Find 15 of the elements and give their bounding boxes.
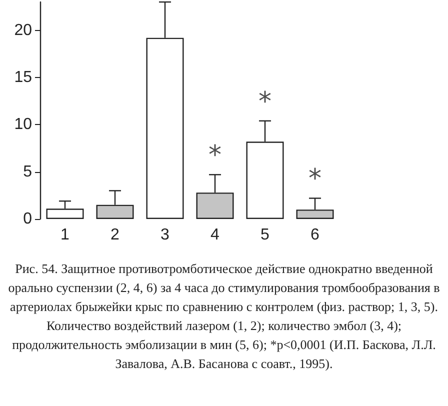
y-tick-label: 20 [14, 22, 32, 39]
x-tick-label: 3 [160, 226, 170, 244]
data-label: * [208, 140, 222, 171]
text: Рис. 54. Защитное противотромботическое действие однократно введенной орально суспензии (2, 4, 6) за 4 часа до стимулирования тромбообразования в артериолах брыжейки крыс по сравнению с контролем (физ. раствор; 1, 3, 5). Количество воздействий лазером (1, 2); количество эмбол (3, 4); продолжительность эмболизации в мин (5, 6); *p<0,0001 (И.П. Баскова, Л.Л. Завалова, А.В. Басанова с соавт., 1995). [8, 260, 440, 373]
x-tick-label: 5 [260, 226, 270, 244]
y-tick-label: 10 [14, 116, 32, 134]
x-tick-label: 1 [60, 226, 70, 244]
data-label: * [258, 86, 272, 117]
x-tick-label: 6 [310, 226, 320, 244]
x-tick-label: 4 [210, 226, 220, 244]
data-label: * [308, 164, 322, 194]
x-tick-label: 2 [110, 226, 120, 244]
y-tick-label: 15 [14, 68, 32, 86]
y-tick-label: 0 [23, 210, 32, 228]
y-tick-label: 5 [23, 163, 32, 180]
